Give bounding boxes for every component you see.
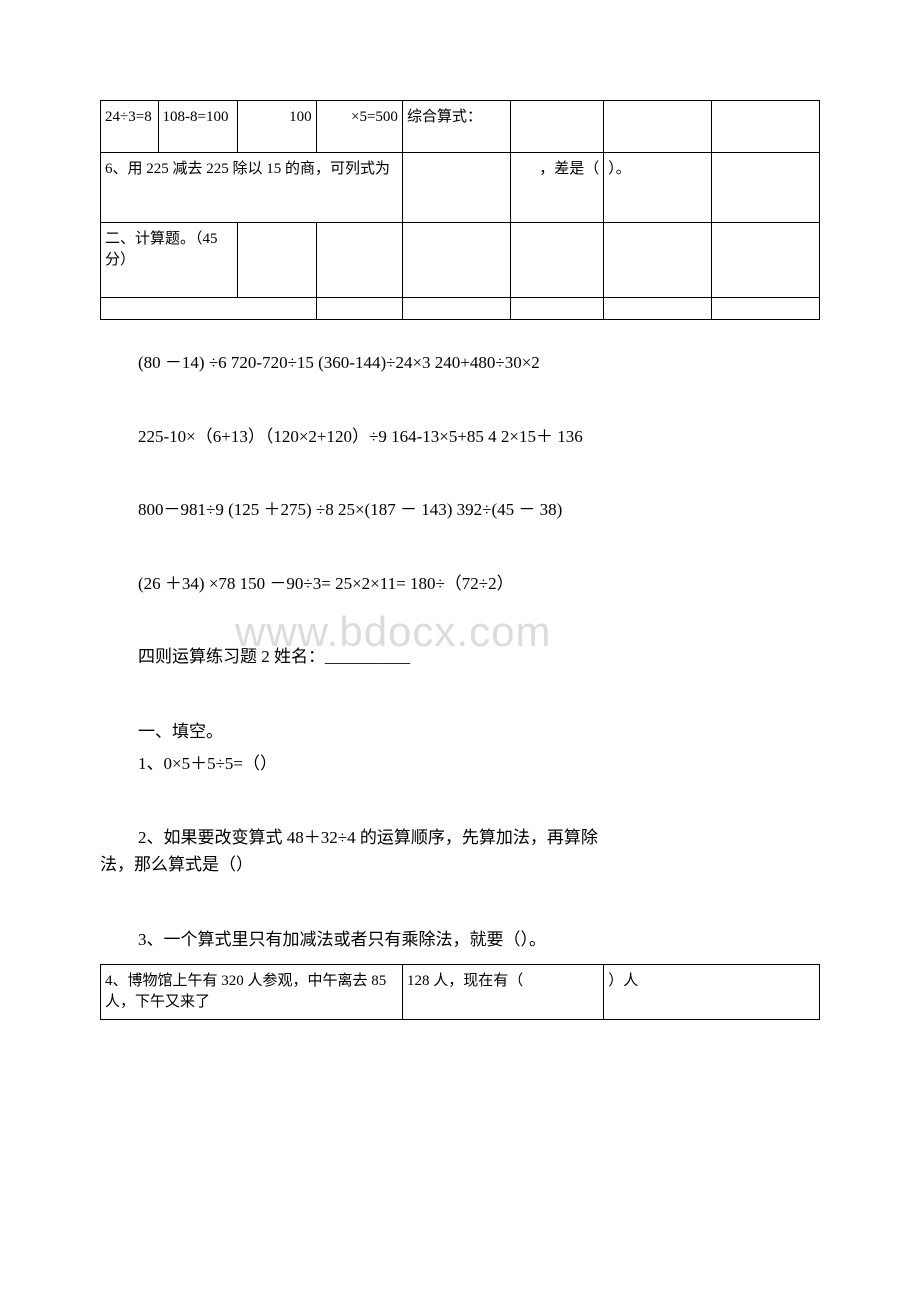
- expression-line-1: (80 －14) ÷6 720-720÷15 (360-144)÷24×3 24…: [138, 350, 820, 376]
- question-2-line2: 法，那么算式是（）: [100, 855, 253, 874]
- cell: 二、计算题。（45 分）: [101, 223, 238, 298]
- question-2: 2、如果要改变算式 48＋32÷4 的运算顺序，先算加法，再算除 法，那么算式是…: [100, 824, 820, 878]
- cell: 24÷3=8: [101, 101, 159, 153]
- cell: ×5=500: [316, 101, 402, 153]
- name-blank: __________: [325, 647, 410, 666]
- table-row: 二、计算题。（45 分）: [101, 223, 820, 298]
- cell: [158, 298, 316, 320]
- cell: [712, 298, 820, 320]
- expression-line-2: 225-10×（6+13）（120×2+120）÷9 164-13×5+85 4…: [138, 424, 820, 450]
- cell: ）人: [604, 965, 820, 1020]
- cell: 综合算式：: [402, 101, 510, 153]
- cell: [604, 223, 712, 298]
- cell: 6、用 225 减去 225 除以 15 的商，可列式为: [101, 153, 403, 223]
- cell: [604, 298, 712, 320]
- cell: ）。: [604, 153, 712, 223]
- table-1: 24÷3=8 108-8=100 100 ×5=500 综合算式： 6、用 22…: [100, 100, 820, 320]
- table-row: 6、用 225 减去 225 除以 15 的商，可列式为 ，差是（ ）。: [101, 153, 820, 223]
- cell: 108-8=100: [158, 101, 237, 153]
- cell: [101, 298, 159, 320]
- cell: [237, 223, 316, 298]
- cell: [510, 223, 603, 298]
- table-row: 4、博物馆上午有 320 人参观，中午离去 85 人，下午又来了 128 人，现…: [101, 965, 820, 1020]
- cell: [712, 101, 820, 153]
- cell: [510, 101, 603, 153]
- cell: [510, 298, 603, 320]
- table-2: 4、博物馆上午有 320 人参观，中午离去 85 人，下午又来了 128 人，现…: [100, 964, 820, 1020]
- cell: [712, 153, 820, 223]
- question-2-line1: 2、如果要改变算式 48＋32÷4 的运算顺序，先算加法，再算除: [138, 824, 820, 851]
- table-row: [101, 298, 820, 320]
- cell: [316, 223, 402, 298]
- cell: [402, 223, 510, 298]
- cell: [316, 298, 402, 320]
- cell: ，差是（: [510, 153, 603, 223]
- cell: [402, 298, 510, 320]
- question-3: 3、一个算式里只有加减法或者只有乘除法，就要（）。: [138, 927, 820, 953]
- cell: [402, 153, 510, 223]
- cell: [604, 101, 712, 153]
- cell: [712, 223, 820, 298]
- expression-line-4: (26 ＋34) ×78 150 －90÷3= 25×2×11= 180÷（72…: [138, 571, 820, 597]
- cell: 4、博物馆上午有 320 人参观，中午离去 85 人，下午又来了: [101, 965, 403, 1020]
- question-1: 1、0×5＋5÷5=（）: [138, 751, 820, 777]
- title-text: 四则运算练习题 2 姓名：: [138, 647, 325, 666]
- expression-line-3: 800－981÷9 (125 ＋275) ÷8 25×(187 － 143) 3…: [138, 497, 820, 523]
- section-heading: 一、填空。: [138, 718, 820, 745]
- worksheet-title: 四则运算练习题 2 姓名：__________: [138, 644, 820, 670]
- cell: 128 人，现在有（: [402, 965, 603, 1020]
- cell: 100: [237, 101, 316, 153]
- table-row: 24÷3=8 108-8=100 100 ×5=500 综合算式：: [101, 101, 820, 153]
